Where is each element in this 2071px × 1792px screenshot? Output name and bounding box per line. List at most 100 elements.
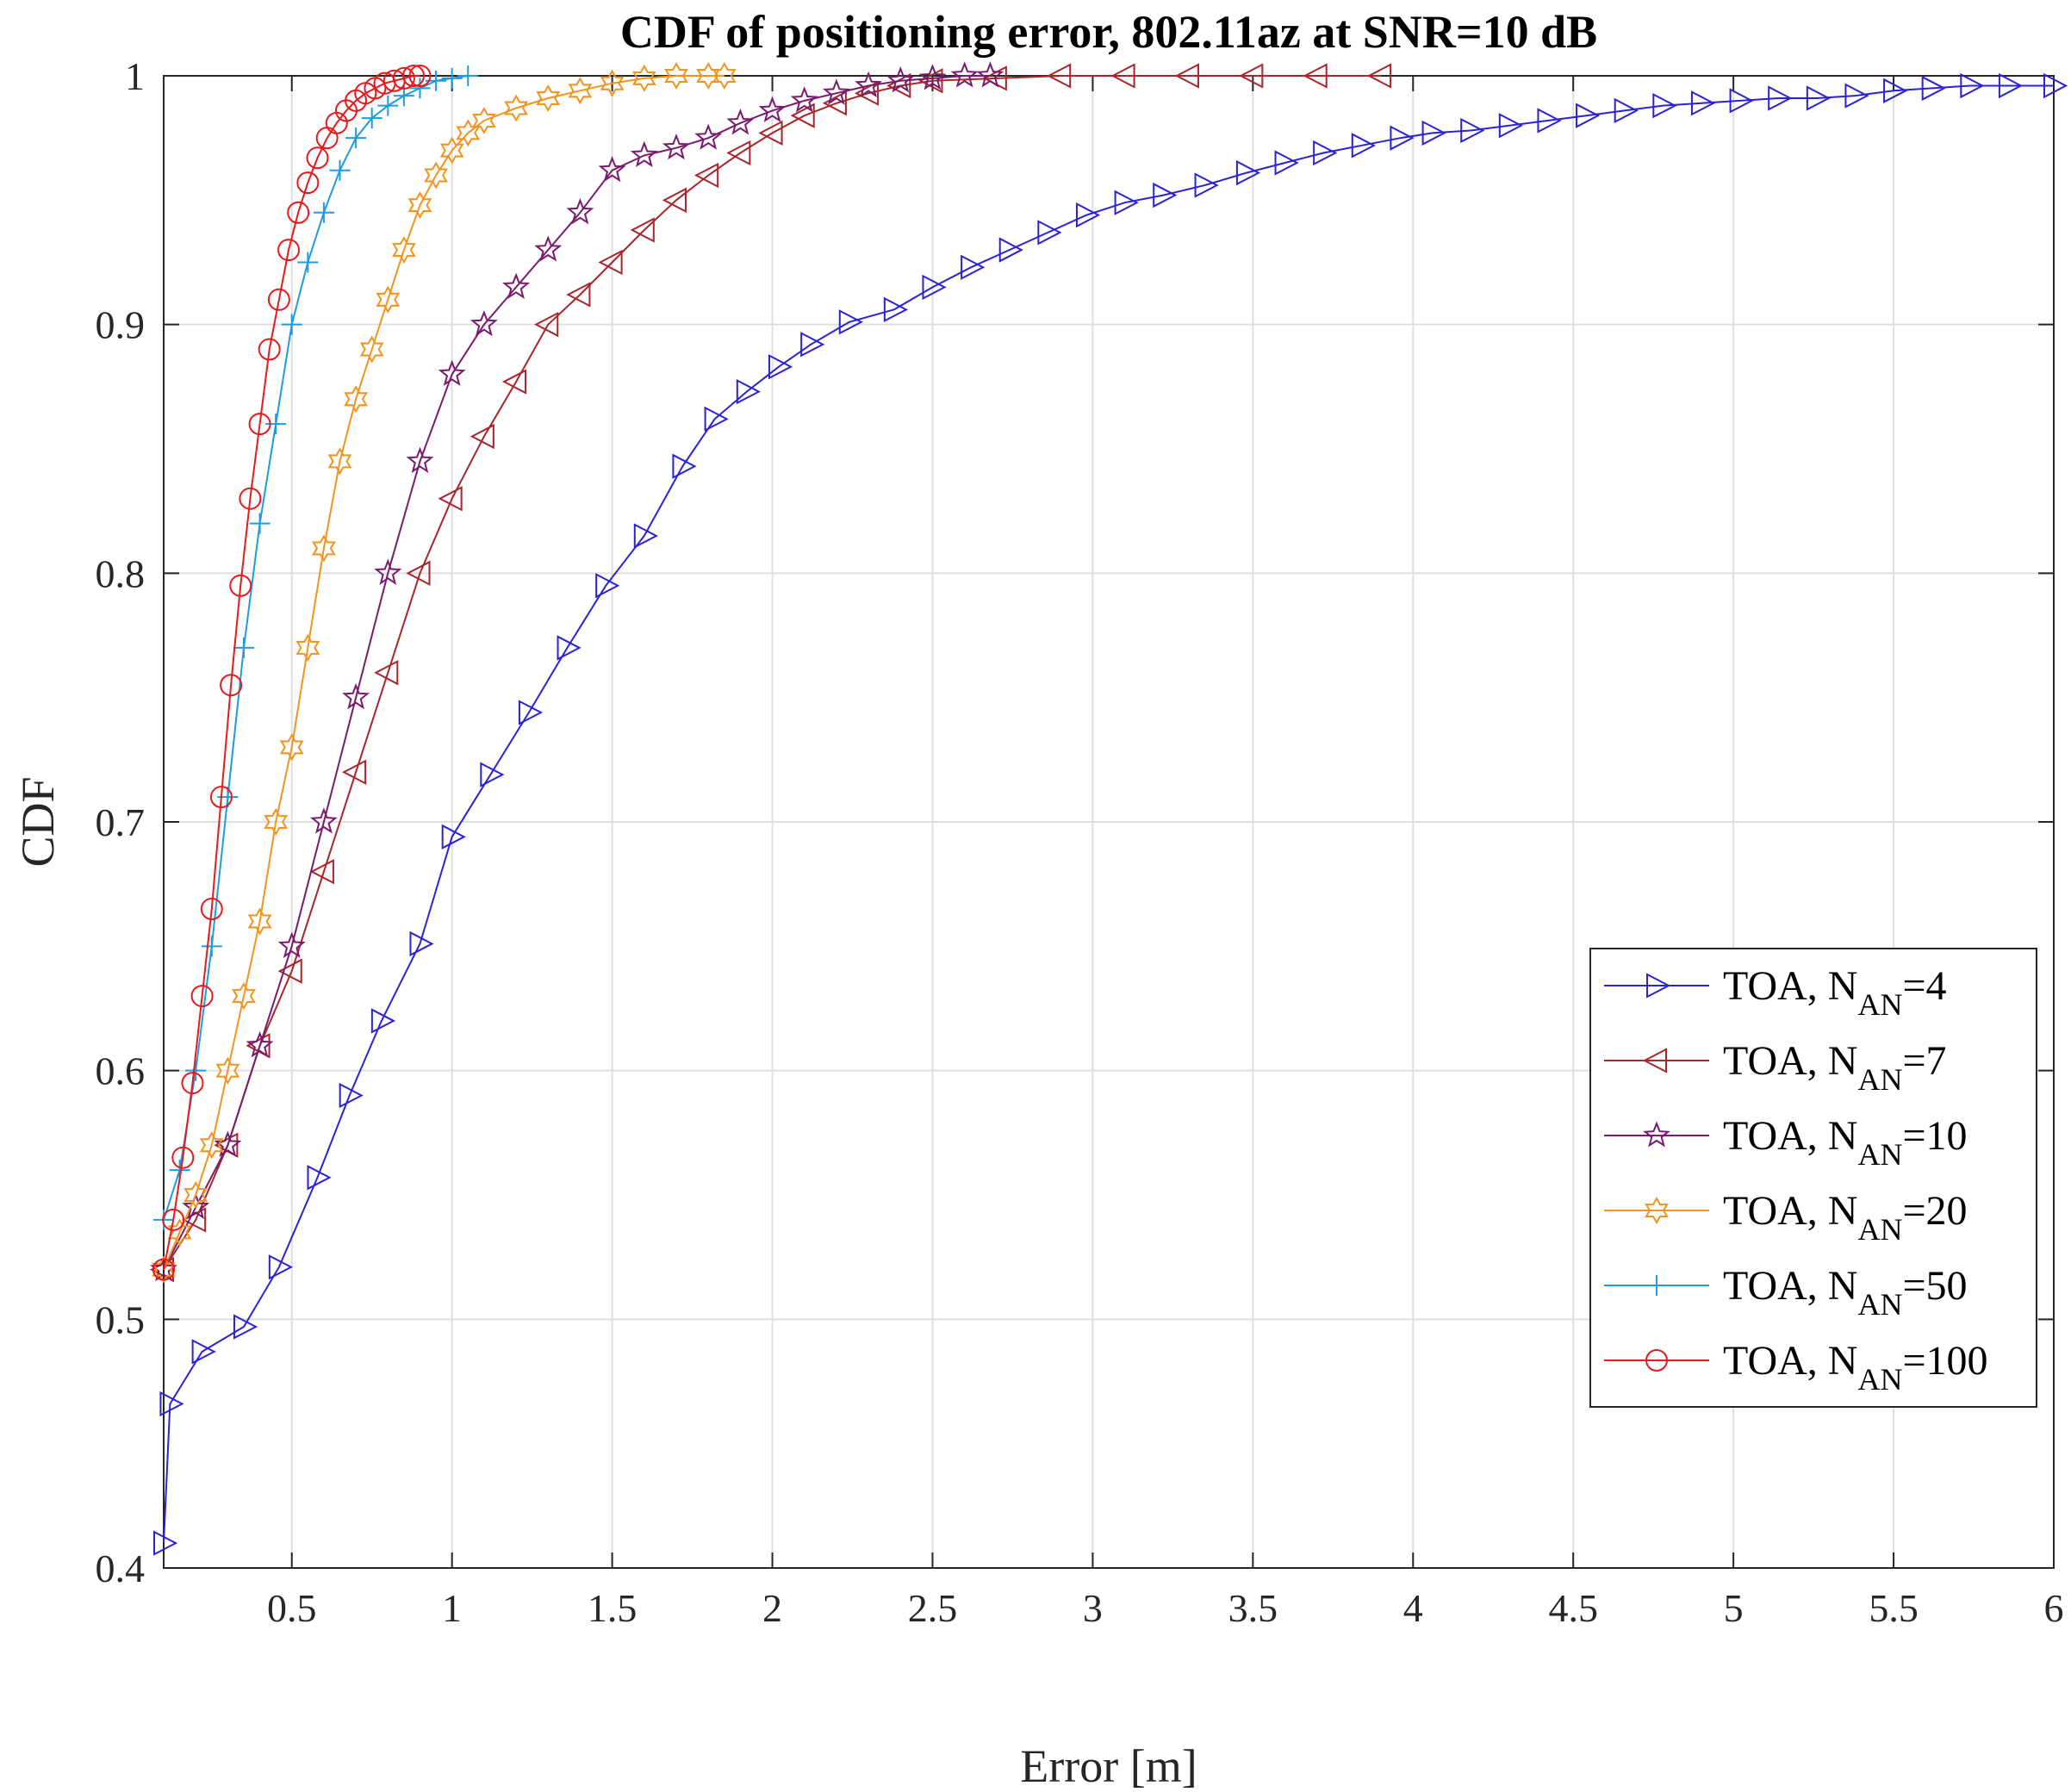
marker-hexagram xyxy=(504,94,528,122)
marker-triangle-right xyxy=(1652,92,1677,119)
marker-triangle-left xyxy=(406,560,431,586)
marker-triangle-left xyxy=(470,423,494,450)
marker-triangle-right xyxy=(233,1314,258,1340)
marker-triangle-right xyxy=(441,824,466,849)
marker-triangle-left xyxy=(438,486,463,512)
legend-label: TOA, NAN=7 xyxy=(1723,1038,1947,1097)
marker-triangle-right xyxy=(1576,103,1601,128)
legend-item: TOA, NAN=20 xyxy=(1604,1188,1968,1247)
legend-label-subscript: AN xyxy=(1857,1362,1902,1397)
legend-label: TOA, NAN=10 xyxy=(1723,1113,1968,1172)
marker-hexagram xyxy=(264,807,289,837)
legend-item: TOA, NAN=7 xyxy=(1604,1038,1947,1097)
marker-plus xyxy=(233,637,254,658)
marker-pentagram xyxy=(438,359,466,386)
marker-circle xyxy=(200,898,223,921)
legend-label-subscript: AN xyxy=(1857,987,1902,1022)
marker-plus xyxy=(281,314,302,335)
y-tick-label: 0.5 xyxy=(96,1297,146,1341)
legend-label-subscript: AN xyxy=(1857,1212,1902,1247)
marker-plus xyxy=(313,202,334,223)
marker-pentagram xyxy=(855,71,883,98)
marker-triangle-right xyxy=(191,1339,216,1365)
marker-hexagram xyxy=(407,191,432,220)
marker-hexagram xyxy=(295,633,320,662)
marker-pentagram xyxy=(598,155,626,183)
legend-label-suffix: =7 xyxy=(1902,1038,1946,1084)
marker-triangle-right xyxy=(1806,85,1831,111)
marker-pentagram xyxy=(630,140,658,167)
marker-triangle-right xyxy=(883,296,909,322)
marker-triangle-right xyxy=(1768,85,1793,111)
marker-triangle-right xyxy=(1844,83,1869,109)
marker-plus xyxy=(1646,1275,1667,1296)
marker-triangle-right xyxy=(1075,202,1101,228)
legend-item: TOA, NAN=10 xyxy=(1604,1113,1968,1172)
marker-circle xyxy=(296,171,320,195)
marker-triangle-right xyxy=(672,453,697,479)
marker-triangle-right xyxy=(307,1165,332,1191)
y-tick-label: 0.6 xyxy=(96,1049,146,1093)
x-tick-label: 3 xyxy=(1083,1586,1103,1630)
marker-plus xyxy=(361,108,382,129)
marker-pentagram xyxy=(950,61,979,88)
marker-circle xyxy=(209,786,233,809)
marker-pentagram xyxy=(822,78,850,105)
marker-triangle-left xyxy=(758,120,783,146)
marker-triangle-right xyxy=(557,635,581,661)
marker-hexagram xyxy=(439,136,464,165)
marker-pentagram xyxy=(918,64,947,90)
legend-label-prefix: TOA, N xyxy=(1723,1038,1857,1084)
marker-pentagram xyxy=(246,1031,274,1058)
marker-pentagram xyxy=(277,931,306,958)
marker-hexagram xyxy=(312,534,336,563)
marker-hexagram xyxy=(600,69,625,97)
marker-triangle-left xyxy=(1303,63,1328,89)
marker-hexagram xyxy=(359,335,384,364)
marker-triangle-right xyxy=(1646,973,1671,999)
legend-item: TOA, NAN=4 xyxy=(1604,963,1947,1022)
marker-circle xyxy=(239,487,262,510)
marker-pentagram xyxy=(566,198,594,225)
marker-triangle-left xyxy=(341,759,367,785)
y-axis-ticks: 0.4 0.5 0.6 0.7 0.8 0.9 1 xyxy=(96,54,2054,1590)
marker-triangle-right xyxy=(961,254,986,280)
x-tick-label: 1.5 xyxy=(588,1586,637,1630)
marker-hexagram xyxy=(712,61,737,90)
x-tick-label: 4 xyxy=(1403,1586,1423,1630)
legend-label: TOA, NAN=100 xyxy=(1723,1338,1988,1397)
y-tick-label: 0.9 xyxy=(96,303,146,347)
marker-hexagram xyxy=(536,84,561,113)
marker-hexagram xyxy=(1645,1196,1669,1225)
x-axis-label: Error [m] xyxy=(1020,1740,1197,1792)
marker-plus xyxy=(249,513,271,534)
marker-circle xyxy=(402,65,426,87)
marker-hexagram xyxy=(215,1056,240,1085)
legend-label-subscript: AN xyxy=(1857,1062,1902,1097)
marker-triangle-left xyxy=(1642,1048,1667,1073)
marker-hexagram xyxy=(152,1255,176,1284)
marker-triangle-left xyxy=(309,859,334,885)
marker-plus xyxy=(297,252,319,273)
marker-triangle-right xyxy=(1274,150,1299,176)
marker-pentagram xyxy=(886,66,915,93)
marker-circle xyxy=(229,574,252,597)
marker-hexagram xyxy=(392,236,416,264)
legend-label-suffix: =4 xyxy=(1902,963,1946,1009)
marker-pentagram xyxy=(182,1192,210,1220)
marker-triangle-right xyxy=(409,930,434,957)
marker-triangle-right xyxy=(370,1008,396,1034)
marker-triangle-right xyxy=(1235,159,1261,186)
marker-circle xyxy=(248,413,271,436)
marker-pentagram xyxy=(406,446,434,474)
legend-label: TOA, NAN=20 xyxy=(1723,1188,1968,1247)
marker-pentagram xyxy=(790,86,818,113)
marker-hexagram xyxy=(568,77,593,105)
marker-triangle-right xyxy=(1498,113,1523,139)
marker-triangle-left xyxy=(854,80,880,106)
marker-plus xyxy=(329,159,351,181)
series-5 xyxy=(152,65,432,1281)
marker-triangle-right xyxy=(1037,220,1062,246)
